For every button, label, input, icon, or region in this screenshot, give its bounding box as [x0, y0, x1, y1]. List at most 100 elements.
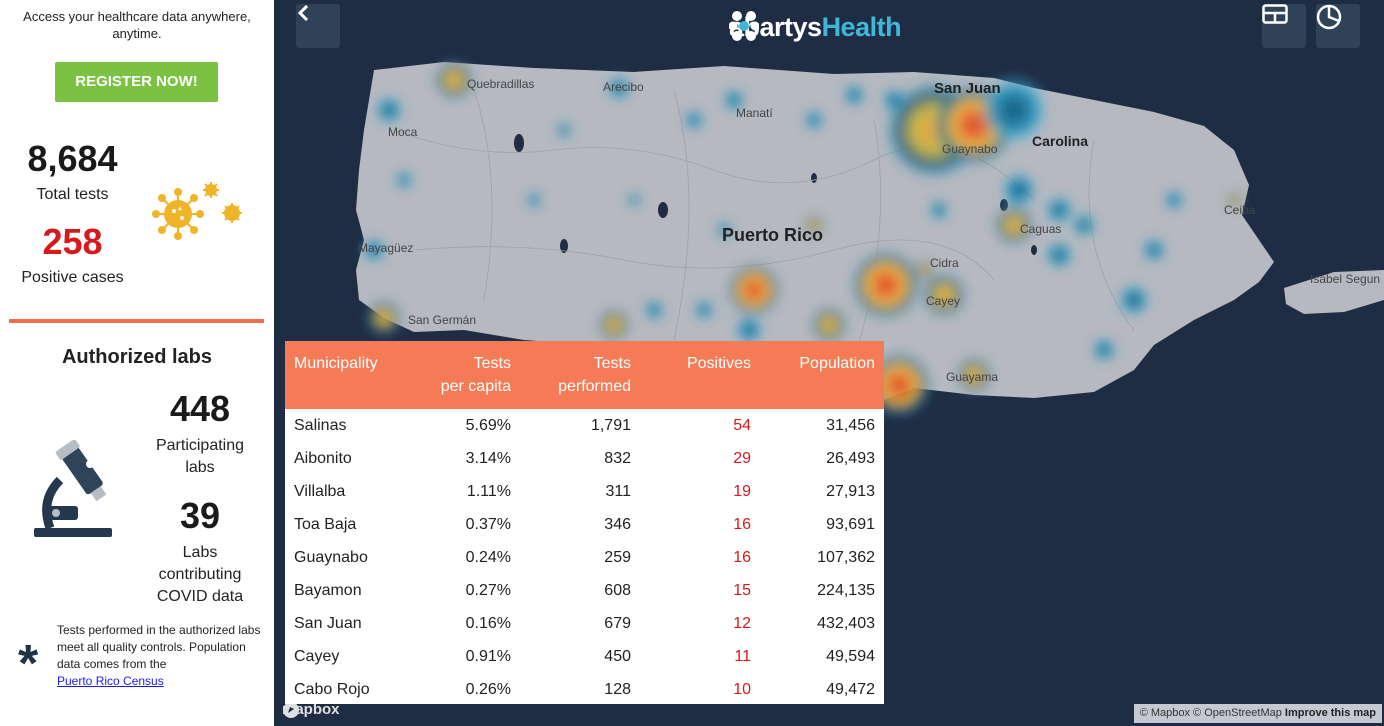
- cell-tests-performed: 128: [604, 680, 631, 698]
- microscope-icon: [34, 440, 112, 537]
- contributing-labs-value: 39: [179, 495, 221, 536]
- cell-population: 49,472: [826, 680, 875, 698]
- cell-municipality: Cayey: [294, 647, 340, 665]
- cell-tests-per-capita: 0.27%: [465, 581, 511, 599]
- positive-cases-label: Positive cases: [21, 269, 124, 286]
- tagline: Access your healthcare data anywhere, an…: [23, 9, 251, 41]
- section-divider: [9, 319, 264, 323]
- label-caguas: Caguas: [1020, 222, 1062, 236]
- table-row[interactable]: Toa Baja 0.37% 346 16 93,691: [285, 508, 884, 541]
- table-row[interactable]: Bayamon 0.27% 608 15 224,135: [285, 574, 884, 607]
- label-cidra: Cidra: [930, 256, 959, 270]
- table-row[interactable]: Cayey 0.91% 450 11 49,594: [285, 640, 884, 673]
- table-row[interactable]: Salinas 5.69% 1,791 54 31,456: [285, 409, 884, 442]
- cell-municipality: Villalba: [294, 482, 346, 500]
- table-row[interactable]: Cabo Rojo 0.26% 128 10 49,472: [285, 673, 884, 704]
- cell-population: 27,913: [826, 482, 875, 500]
- col-municipality[interactable]: Municipality: [285, 341, 415, 409]
- virus-icon: [152, 182, 242, 240]
- label-carolina: Carolina: [1032, 133, 1089, 149]
- label-ceiba: Ceiba: [1224, 203, 1256, 217]
- label-arecibo: Arecibo: [603, 80, 644, 94]
- census-link[interactable]: Puerto Rico Census: [57, 674, 164, 688]
- cell-tests-per-capita: 0.16%: [465, 614, 511, 632]
- cell-positives: 54: [733, 416, 751, 434]
- cell-municipality: San Juan: [294, 614, 362, 632]
- cell-municipality: Cabo Rojo: [294, 680, 370, 698]
- cell-tests-performed: 311: [605, 482, 631, 500]
- improve-map-link[interactable]: Improve this map: [1284, 707, 1376, 719]
- table-icon: [1262, 4, 1288, 24]
- hexagon-logo-icon: [729, 11, 759, 41]
- cell-positives: 29: [733, 449, 751, 467]
- label-guaynabo: Guaynabo: [942, 142, 998, 156]
- positive-cases-value: 258: [42, 221, 103, 262]
- cell-tests-performed: 679: [604, 614, 631, 632]
- table-row[interactable]: Guaynabo 0.24% 259 16 107,362: [285, 541, 884, 574]
- cell-population: 31,456: [826, 416, 875, 434]
- map-canvas: [356, 60, 1384, 417]
- mapbox-logo[interactable]: mapbox: [282, 701, 340, 718]
- register-button[interactable]: REGISTER NOW!: [55, 62, 218, 102]
- table-view-button[interactable]: [1262, 4, 1306, 48]
- total-tests-label: Total tests: [36, 186, 109, 203]
- cell-tests-per-capita: 5.69%: [465, 416, 511, 434]
- map-attribution: © Mapbox © OpenStreetMap Improve this ma…: [1133, 704, 1382, 723]
- asterisk-icon: *: [18, 635, 39, 693]
- label-cayey: Cayey: [926, 294, 961, 308]
- brand-name: abartysHealth: [729, 12, 902, 43]
- cell-tests-performed: 346: [604, 515, 631, 533]
- cell-tests-per-capita: 1.11%: [466, 482, 511, 500]
- label-guayama: Guayama: [946, 370, 999, 384]
- cell-tests-performed: 832: [604, 449, 631, 467]
- table-row[interactable]: San Juan 0.16% 679 12 432,403: [285, 607, 884, 640]
- cell-tests-performed: 608: [604, 581, 631, 599]
- footnote: Tests performed in the authorized labs m…: [57, 622, 267, 690]
- table-row[interactable]: Villalba 1.11% 311 19 27,913: [285, 475, 884, 508]
- label-manati: Manatí: [736, 106, 773, 120]
- municipality-table: Municipality Tests per capita Tests perfor…: [285, 341, 884, 704]
- cell-positives: 15: [733, 581, 751, 599]
- label-isabel-segunda: Isabel Segun: [1310, 272, 1381, 286]
- table-row[interactable]: Aibonito 3.14% 832 29 26,493: [285, 442, 884, 475]
- isla-de-vieques: [1284, 270, 1384, 314]
- map[interactable]: Quebradillas Arecibo Manatí San Juan Car…: [274, 0, 1384, 726]
- cell-municipality: Bayamon: [294, 581, 362, 599]
- contributing-labs-label: Labs contributing COVID data: [156, 544, 244, 605]
- cell-municipality: Guaynabo: [294, 548, 368, 566]
- cell-tests-performed: 259: [604, 548, 631, 566]
- back-button[interactable]: [296, 4, 340, 48]
- cell-population: 224,135: [817, 581, 875, 599]
- label-san-juan: San Juan: [934, 80, 1001, 97]
- cell-municipality: Salinas: [294, 416, 347, 434]
- cell-tests-per-capita: 0.24%: [465, 548, 511, 566]
- cell-positives: 11: [734, 647, 751, 665]
- col-tests-per-capita[interactable]: Tests per capita: [415, 341, 520, 409]
- cell-tests-performed: 450: [604, 647, 631, 665]
- label-moca: Moca: [388, 125, 418, 139]
- authorized-labs-title: Authorized labs: [61, 346, 212, 368]
- chevron-left-icon: [297, 4, 309, 22]
- cell-tests-performed: 1,791: [590, 416, 631, 434]
- mapbox-icon: [283, 702, 299, 718]
- cell-positives: 12: [733, 614, 751, 632]
- label-quebradillas: Quebradillas: [467, 77, 535, 91]
- label-puerto-rico: Puerto Rico: [722, 225, 824, 245]
- cell-positives: 16: [733, 548, 751, 566]
- table-header-row: Municipality Tests per capita Tests perfor…: [285, 341, 884, 409]
- cell-population: 49,594: [826, 647, 875, 665]
- cell-positives: 19: [733, 482, 751, 500]
- cell-positives: 10: [733, 680, 751, 698]
- pie-chart-icon: [1316, 4, 1342, 30]
- cell-population: 26,493: [826, 449, 875, 467]
- col-positives[interactable]: Positives: [640, 341, 760, 409]
- chart-view-button[interactable]: [1316, 4, 1360, 48]
- col-tests-performed[interactable]: Tests performed: [520, 341, 640, 409]
- brand-logo: abartysHealth: [729, 10, 902, 44]
- cell-population: 432,403: [817, 614, 875, 632]
- sidebar: Access your healthcare data anywhere, an…: [0, 0, 274, 726]
- cell-municipality: Toa Baja: [294, 515, 357, 533]
- attribution-text[interactable]: © Mapbox © OpenStreetMap: [1139, 707, 1282, 719]
- cell-positives: 16: [733, 515, 751, 533]
- col-population[interactable]: Population: [760, 341, 884, 409]
